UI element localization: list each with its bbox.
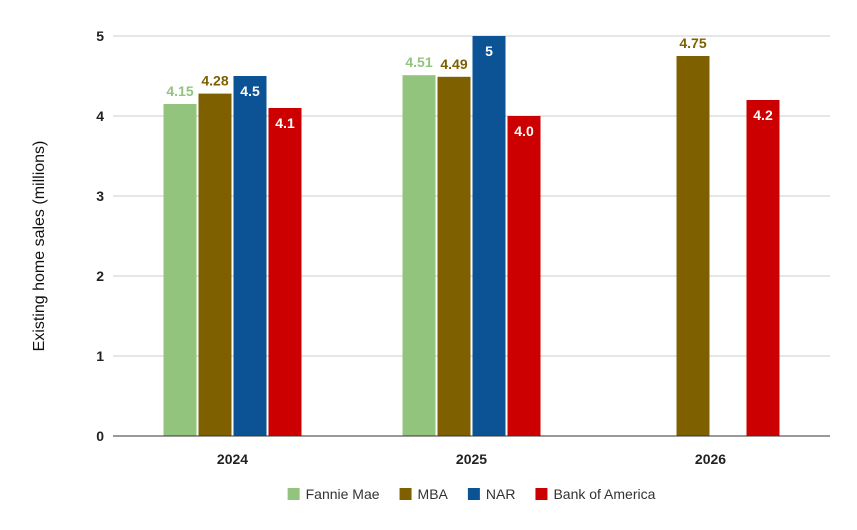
bar: [268, 108, 302, 436]
data-label: 4.5: [240, 83, 260, 99]
legend: Fannie Mae MBA NAR Bank of America: [287, 486, 656, 502]
gridlines: [113, 35, 830, 357]
x-tick-label: 2025: [456, 451, 487, 467]
legend-label: Fannie Mae: [306, 486, 380, 502]
data-label: 4.2: [753, 107, 773, 123]
legend-swatch: [287, 488, 300, 500]
data-label: 4.15: [166, 83, 193, 99]
legend-label: MBA: [418, 486, 449, 502]
legend-label: Bank of America: [553, 486, 655, 502]
x-axis-ticks: 2024 2025 2026: [217, 451, 726, 467]
y-tick-label: 5: [96, 28, 104, 44]
legend-swatch: [399, 488, 412, 500]
bars: [163, 36, 780, 437]
y-tick-label: 3: [96, 188, 104, 204]
bar: [163, 104, 197, 436]
y-tick-label: 1: [96, 348, 104, 364]
bar: [437, 76, 471, 437]
y-tick-label: 4: [96, 108, 104, 124]
legend-swatch: [467, 488, 480, 500]
bar: [507, 116, 541, 436]
data-label: 4.0: [514, 123, 534, 139]
y-tick-label: 2: [96, 268, 104, 284]
x-tick-label: 2026: [695, 451, 726, 467]
legend-swatch: [535, 488, 548, 500]
data-label: 4.1: [275, 115, 295, 131]
bar: [676, 56, 710, 436]
data-label: 4.75: [679, 35, 706, 51]
legend-label: NAR: [486, 486, 516, 502]
bar: [746, 100, 780, 436]
data-label: 4.51: [405, 54, 432, 70]
y-axis-ticks: 0 1 2 3 4 5: [96, 28, 104, 444]
y-axis-label: Existing home sales (millions): [31, 141, 48, 352]
bar: [198, 93, 232, 436]
bar: [233, 76, 267, 436]
bar: [402, 75, 436, 436]
data-labels: 4.15 4.28 4.5 4.1 4.51 4.49 5 4.0 4.75 4.2: [166, 35, 773, 139]
data-label: 5: [485, 43, 493, 59]
data-label: 4.28: [201, 73, 228, 89]
data-label: 4.49: [440, 56, 467, 72]
y-tick-label: 0: [96, 428, 104, 444]
bar: [472, 36, 506, 436]
x-tick-label: 2024: [217, 451, 248, 467]
